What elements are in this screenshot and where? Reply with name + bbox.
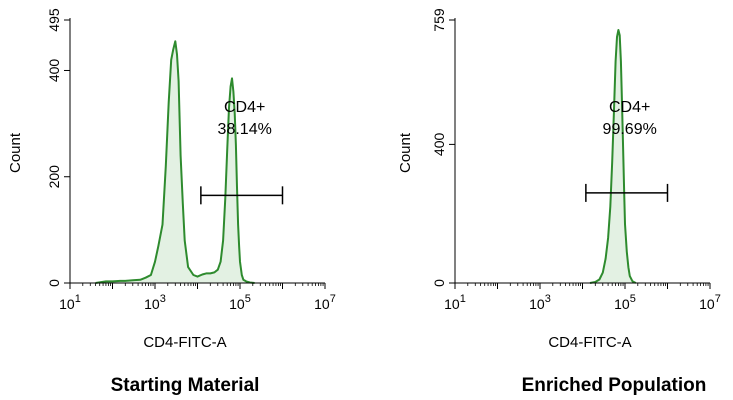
x-tick-label: 107	[314, 293, 336, 312]
x-tick-label: 103	[529, 293, 551, 312]
x-tick-base: 10	[314, 296, 330, 312]
y-axis-title: Count	[397, 132, 414, 173]
x-tick-label: 101	[444, 293, 466, 312]
x-axis-title: CD4-FITC-A	[143, 334, 226, 351]
histogram-panel-starting-material: Count CD4-FITC-A Starting Material 101 10…	[7, 8, 336, 396]
x-tick-label: 107	[699, 293, 721, 312]
gate-label: CD4+	[609, 99, 650, 116]
y-axis-title: Count	[7, 132, 24, 173]
x-tick-exponent: 5	[245, 293, 251, 305]
x-tick-exponent: 3	[160, 293, 166, 305]
gate-percent: 99.69%	[603, 121, 657, 138]
x-tick-exponent: 1	[75, 293, 81, 305]
y-tick-label: 0	[431, 279, 447, 287]
x-tick-label: 103	[144, 293, 166, 312]
panel-title: Starting Material	[111, 375, 260, 396]
x-tick-base: 10	[529, 296, 545, 312]
x-tick-label: 105	[614, 293, 636, 312]
y-tick-label: 0	[46, 279, 62, 287]
y-tick-label: 495	[46, 8, 62, 32]
x-tick-base: 10	[59, 296, 75, 312]
x-tick-exponent: 7	[330, 293, 336, 305]
x-tick-label: 101	[59, 293, 81, 312]
histogram-line	[589, 29, 637, 284]
x-tick-base: 10	[699, 296, 715, 312]
y-tick-label: 200	[46, 165, 62, 189]
histogram-line	[95, 40, 255, 284]
x-tick-exponent: 7	[715, 293, 721, 305]
panel-title: Enriched Population	[522, 375, 707, 396]
histogram-panel-enriched-population: Count CD4-FITC-A Enriched Population 101…	[397, 8, 721, 396]
y-tick-label: 400	[431, 133, 447, 157]
y-tick-label: 759	[431, 8, 447, 32]
x-tick-exponent: 1	[460, 293, 466, 305]
x-tick-base: 10	[144, 296, 160, 312]
x-tick-exponent: 3	[545, 293, 551, 305]
x-tick-exponent: 5	[630, 293, 636, 305]
y-tick-label: 400	[46, 59, 62, 83]
x-tick-base: 10	[614, 296, 630, 312]
x-tick-base: 10	[229, 296, 245, 312]
gate-label: CD4+	[224, 99, 265, 116]
histogram-fill	[95, 41, 255, 283]
gate-percent: 38.14%	[218, 121, 272, 138]
x-tick-label: 105	[229, 293, 251, 312]
x-axis-title: CD4-FITC-A	[548, 334, 631, 351]
x-tick-base: 10	[444, 296, 460, 312]
